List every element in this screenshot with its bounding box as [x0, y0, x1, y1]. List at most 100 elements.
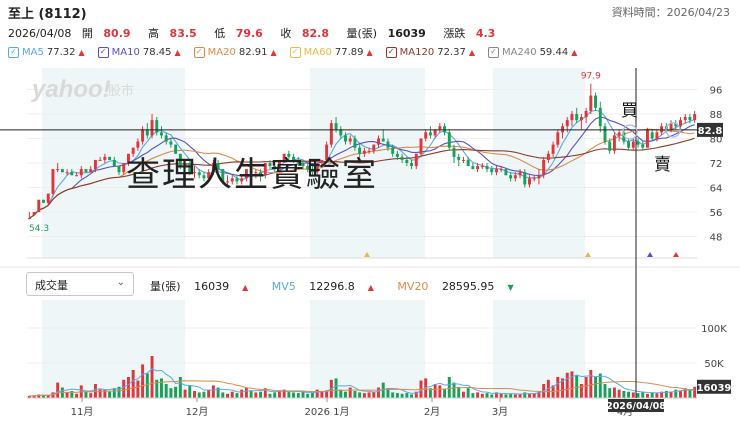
candle-body	[348, 138, 352, 142]
volume-bar	[608, 388, 612, 398]
volume-bar	[627, 391, 631, 398]
checkbox-icon[interactable]: ✓	[8, 46, 19, 58]
ma-legend-item-ma60[interactable]: ✓ MA60 77.89 ▲	[289, 46, 373, 58]
candle-body	[282, 153, 286, 160]
candle-body	[466, 159, 470, 167]
volume-bar	[254, 392, 258, 398]
ma-legend-item-ma10[interactable]: ✓ MA10 78.45 ▲	[97, 46, 181, 58]
candle-body	[320, 159, 324, 163]
candle-body	[495, 169, 498, 173]
volume-bar	[565, 372, 569, 398]
candle-body	[688, 117, 692, 121]
volume-bar	[193, 391, 196, 398]
volume-bar	[169, 388, 173, 398]
candle-body	[471, 166, 475, 170]
volume-bar	[301, 391, 305, 398]
checkbox-icon[interactable]: ✓	[289, 46, 301, 58]
volume-bar	[669, 391, 673, 398]
volume-bar	[655, 393, 659, 398]
volume-bar	[353, 391, 357, 398]
candle-body	[273, 166, 277, 170]
candle-body	[292, 156, 296, 160]
volume-bar	[75, 393, 79, 398]
candle-body	[98, 159, 102, 161]
overlay: 查理人生實驗室 買 賣 82.8 16039 2026/04/08	[0, 68, 731, 412]
volume-bar	[310, 392, 314, 398]
volume-bar	[207, 389, 211, 398]
drawn-circle-mark	[665, 122, 681, 138]
checkbox-icon[interactable]: ✓	[385, 46, 397, 58]
candle-body	[150, 120, 154, 136]
ma-label: MA60	[303, 46, 332, 58]
vol-label: 量(張)	[150, 280, 181, 293]
volume-bar	[268, 393, 272, 398]
ma-legend-item-ma240[interactable]: ✓ MA240 59.44 ▲	[488, 46, 577, 58]
crosshair-date-box	[608, 399, 664, 412]
volume-bar	[315, 389, 319, 398]
volume-bar	[594, 377, 598, 398]
volume-bar	[221, 392, 225, 398]
volume-bar	[164, 384, 168, 398]
checkbox-icon[interactable]: ✓	[97, 46, 109, 58]
volume-bar	[495, 392, 498, 398]
checkbox-icon[interactable]: ✓	[488, 46, 499, 58]
volume-bar	[263, 388, 267, 398]
volume-bar	[174, 386, 178, 398]
volume-bar	[108, 391, 112, 398]
ma-legend-item-ma120[interactable]: ✓ MA120 72.37 ▲	[385, 46, 475, 58]
indicator-select[interactable]: 成交量 ⌄	[26, 272, 134, 296]
volume-bar	[226, 393, 229, 398]
grid-lines	[27, 88, 697, 364]
candle-body	[339, 129, 343, 136]
candle-body	[655, 132, 659, 139]
volume-bar	[410, 394, 414, 398]
candle-body	[131, 147, 135, 154]
candle-body	[400, 156, 404, 160]
low-value: 79.6	[235, 27, 263, 40]
candle-body	[325, 144, 329, 160]
volume-bar	[499, 393, 503, 398]
candle-body	[268, 163, 272, 167]
volume-bar	[447, 377, 451, 398]
candle-body	[594, 95, 598, 108]
x-tick-label: 12月	[186, 406, 209, 418]
checkbox-icon[interactable]: ✓	[193, 46, 205, 58]
candle-body	[645, 129, 649, 148]
up-triangle-icon: ▲	[242, 283, 249, 292]
volume-bar	[617, 389, 621, 398]
drawn-circle-mark	[622, 124, 638, 140]
volume-bar	[358, 392, 362, 398]
volume-bar	[589, 370, 593, 398]
volume-bar	[537, 391, 541, 398]
volume-bar	[645, 393, 649, 398]
candle-body	[490, 169, 494, 173]
candle-body	[428, 132, 432, 136]
volume-bar	[631, 392, 635, 398]
candle-body	[528, 178, 531, 185]
price-tick-label: 96	[710, 85, 723, 96]
ma-legend-item-ma5[interactable]: ✓ MA5 77.32 ▲	[8, 46, 85, 58]
candle-body	[509, 175, 513, 179]
volume-bar	[485, 393, 489, 398]
candle-body	[122, 163, 126, 173]
volume-bar	[391, 392, 395, 398]
candle-body	[259, 172, 263, 176]
volume-legend: 量(張) 16039 ▲ MV5 12296.8 ▲ MV20 28595.95 ▼	[150, 278, 534, 294]
candle-body	[381, 138, 385, 142]
candle-body	[117, 166, 121, 173]
ma-legend-item-ma20[interactable]: ✓ MA20 82.91 ▲	[193, 46, 277, 58]
candle-body	[443, 126, 447, 133]
volume-bar	[122, 379, 126, 398]
volume-bar	[84, 391, 88, 398]
candle-body	[329, 123, 333, 145]
candle-body	[42, 199, 45, 203]
candle-body	[46, 193, 50, 203]
shade-band	[493, 300, 585, 398]
candle-body	[504, 169, 508, 176]
max-price-label: 97.9	[581, 72, 601, 82]
candle-body	[193, 172, 196, 174]
candle-body	[84, 169, 88, 173]
candle-body	[636, 141, 640, 145]
volume-bar	[674, 389, 678, 398]
volume-bar	[372, 391, 376, 398]
